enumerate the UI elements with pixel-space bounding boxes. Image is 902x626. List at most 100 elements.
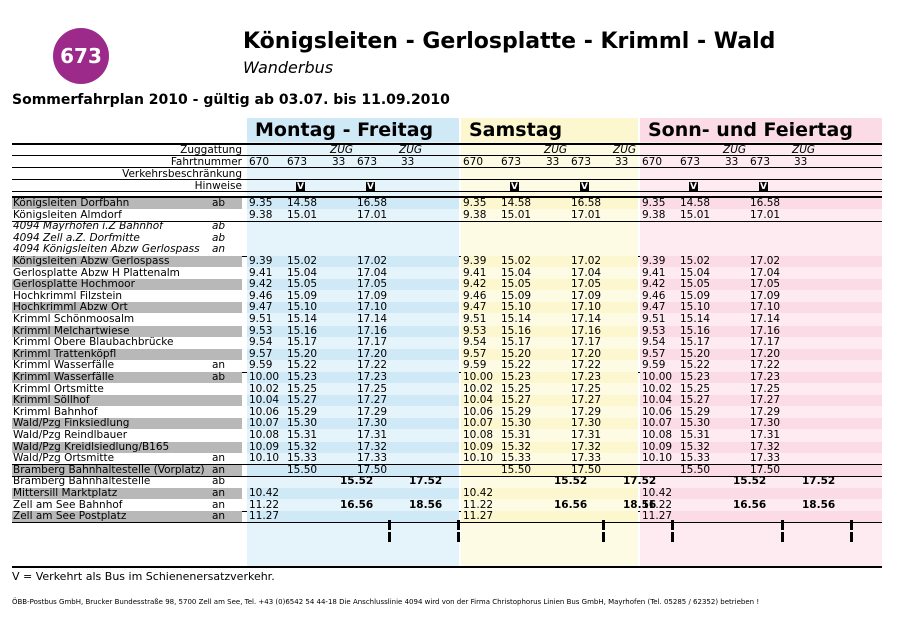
departure-time: 15.09: [287, 289, 318, 302]
departure-time: 10.04: [249, 394, 280, 407]
stop-name: Krimml Obere Blaubachbrücke: [13, 336, 174, 349]
departure-time: 11.22: [249, 498, 280, 511]
departure-time: 10.07: [642, 417, 673, 430]
row-highlight: [461, 279, 638, 291]
trip-number: 673: [501, 156, 522, 168]
trip-number: 670: [642, 156, 663, 168]
departure-time: 9.54: [642, 336, 666, 349]
row-highlight: [461, 464, 638, 476]
departure-time: 17.20: [750, 347, 781, 360]
departure-time: 9.42: [463, 278, 487, 291]
row-highlight: [640, 348, 882, 360]
rule: [12, 566, 882, 568]
departure-time: 17.50: [750, 463, 781, 476]
departure-time: 10.06: [642, 405, 673, 418]
departure-time: 15.04: [287, 266, 318, 279]
arr-dep-mark: an: [212, 498, 226, 511]
stop-name: Gerlosplatte Hochmoor: [13, 278, 135, 291]
trip-type: ZUG: [544, 144, 568, 156]
departure-time: 17.01: [750, 208, 781, 221]
departure-time: 17.22: [750, 359, 781, 372]
rule: [12, 167, 882, 168]
departure-time: 10.00: [463, 371, 494, 383]
row-highlight: [461, 198, 638, 209]
row-highlight: [247, 372, 459, 383]
hinweis-v-icon: V: [510, 182, 519, 192]
departure-time: 9.51: [249, 313, 273, 325]
departure-time: 15.17: [287, 336, 318, 349]
row-highlight: [12, 279, 242, 291]
departure-time: 15.04: [501, 266, 532, 279]
departure-time: 10.42: [249, 487, 280, 499]
departure-time: 17.20: [571, 347, 602, 360]
departure-time: 9.47: [642, 301, 666, 314]
departure-time: 15.33: [287, 452, 318, 465]
header-label: Zuggattung: [180, 144, 242, 156]
departure-time: 10.09: [249, 440, 280, 453]
stop-name: 4094 Zell a.Z. Dorfmitte: [13, 231, 140, 244]
departure-time: 10.42: [463, 487, 494, 499]
departure-time: 17.25: [571, 382, 602, 395]
departure-time: 17.30: [750, 417, 781, 430]
departure-time: 9.41: [463, 266, 487, 279]
departure-time: 9.54: [463, 336, 487, 349]
departure-time: 15.16: [287, 324, 318, 337]
departure-time: 16.58: [357, 197, 388, 209]
trip-number: 33: [332, 156, 346, 168]
departure-time: 15.02: [501, 255, 532, 267]
trip-number: 33: [401, 156, 415, 168]
trip-type: ZUG: [723, 144, 747, 156]
departure-time: 15.52: [554, 475, 588, 488]
departure-time: 15.02: [287, 255, 318, 267]
arr-dep-mark: an: [212, 452, 226, 465]
arr-dep-mark: ab: [212, 475, 226, 488]
departure-time: 15.22: [287, 359, 318, 372]
header-label: Hinweise: [194, 180, 242, 192]
departure-time: 17.01: [571, 208, 602, 221]
departure-time: 17.25: [357, 382, 388, 395]
departure-time: 16.58: [571, 197, 602, 209]
row-highlight: [640, 441, 882, 453]
departure-time: 15.23: [680, 371, 711, 383]
departure-time: 15.25: [501, 382, 532, 395]
departure-time: 10.10: [249, 452, 280, 465]
stop-name: Wald/Pzg Ortsmitte: [13, 452, 115, 465]
departure-time: 15.04: [680, 266, 711, 279]
trip-number: 33: [546, 156, 560, 168]
departure-time: 11.27: [249, 510, 280, 523]
row-highlight: [461, 372, 638, 383]
departure-time: 10.00: [249, 371, 280, 383]
departure-time: 17.33: [750, 452, 781, 465]
row-highlight: [247, 488, 459, 499]
departure-time: 17.16: [357, 324, 388, 337]
stop-name: Krimml Söllhof: [13, 394, 90, 407]
departure-time: 18.56: [409, 498, 443, 511]
row-highlight: [461, 511, 638, 523]
departure-time: 17.32: [357, 440, 388, 453]
row-highlight: [12, 441, 242, 453]
departure-time: 10.08: [249, 429, 280, 441]
departure-time: 17.04: [571, 266, 602, 279]
departure-time: 10.06: [463, 405, 494, 418]
departure-time: 10.02: [249, 382, 280, 395]
departure-time: 17.17: [750, 336, 781, 349]
departure-time: 17.10: [750, 301, 781, 314]
departure-time: 16.58: [750, 197, 781, 209]
departure-time: 17.01: [357, 208, 388, 221]
departure-time: 17.10: [357, 301, 388, 314]
row-highlight: [12, 325, 242, 337]
departure-time: 9.53: [463, 324, 487, 337]
departure-time: 17.50: [357, 463, 388, 476]
departure-time: 15.16: [680, 324, 711, 337]
departure-time: 11.22: [463, 498, 494, 511]
row-highlight: [12, 348, 242, 360]
row-highlight: [12, 488, 242, 499]
stop-name: Wald/Pzg Reindlbauer: [13, 429, 128, 441]
departure-time: 9.42: [249, 278, 273, 291]
departure-time: 10.07: [249, 417, 280, 430]
departure-time: 15.22: [501, 359, 532, 372]
row-highlight: [247, 441, 459, 453]
arr-dep-mark: an: [212, 463, 226, 476]
trip-type: ZUG: [399, 144, 423, 156]
departure-time: 17.05: [750, 278, 781, 291]
